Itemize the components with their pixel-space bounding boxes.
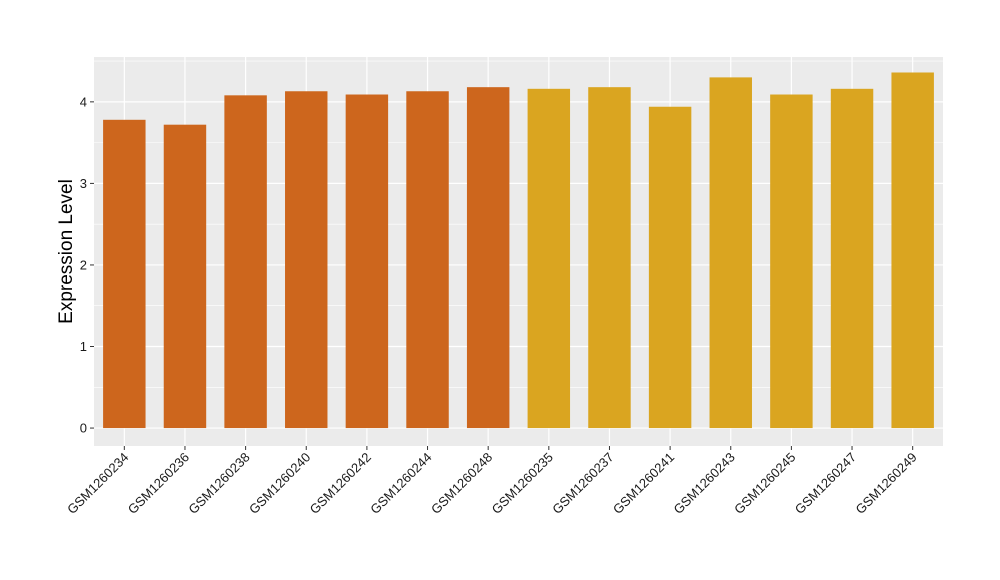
x-tick-label: GSM1260237 bbox=[549, 450, 616, 517]
bar-GSM1260241 bbox=[648, 106, 692, 429]
x-tick-label: GSM1260234 bbox=[64, 450, 131, 517]
y-tick-label: 3 bbox=[80, 176, 87, 191]
x-axis: GSM1260234GSM1260236GSM1260238GSM1260240… bbox=[64, 446, 920, 517]
bar-GSM1260244 bbox=[406, 91, 449, 429]
x-tick-label: GSM1260241 bbox=[610, 450, 677, 517]
y-tick-label: 1 bbox=[80, 339, 87, 354]
y-tick-label: 0 bbox=[80, 421, 87, 436]
x-tick-label: GSM1260240 bbox=[246, 450, 313, 517]
bar-GSM1260242 bbox=[345, 94, 389, 429]
bar-GSM1260248 bbox=[466, 87, 510, 429]
x-tick-label: GSM1260243 bbox=[671, 450, 738, 517]
bar-GSM1260240 bbox=[285, 91, 328, 429]
x-tick-label: GSM1260242 bbox=[307, 450, 374, 517]
x-tick-label: GSM1260245 bbox=[731, 450, 798, 517]
y-axis-title: Expression Level bbox=[56, 179, 77, 324]
x-tick-label: GSM1260236 bbox=[125, 450, 192, 517]
x-tick-label: GSM1260247 bbox=[792, 450, 859, 517]
y-axis: 0 1 2 3 4 bbox=[80, 94, 94, 436]
bar-GSM1260236 bbox=[163, 124, 207, 429]
y-tick-label: 4 bbox=[80, 94, 87, 109]
bar-GSM1260245 bbox=[770, 94, 813, 429]
x-tick-label: GSM1260244 bbox=[367, 450, 434, 517]
bar-GSM1260237 bbox=[588, 87, 631, 429]
y-tick-label: 2 bbox=[80, 257, 87, 272]
bar-GSM1260243 bbox=[709, 77, 752, 429]
bar-GSM1260247 bbox=[830, 88, 874, 429]
bar-GSM1260238 bbox=[224, 95, 267, 429]
plot-panel bbox=[94, 57, 943, 446]
bar-GSM1260235 bbox=[527, 88, 571, 429]
bar-GSM1260234 bbox=[103, 119, 146, 429]
x-tick-label: GSM1260238 bbox=[185, 450, 252, 517]
bars bbox=[103, 72, 934, 429]
x-tick-label: GSM1260249 bbox=[852, 450, 919, 517]
x-tick-label: GSM1260248 bbox=[428, 450, 495, 517]
bar-GSM1260249 bbox=[891, 72, 934, 429]
x-tick-label: GSM1260235 bbox=[489, 450, 556, 517]
